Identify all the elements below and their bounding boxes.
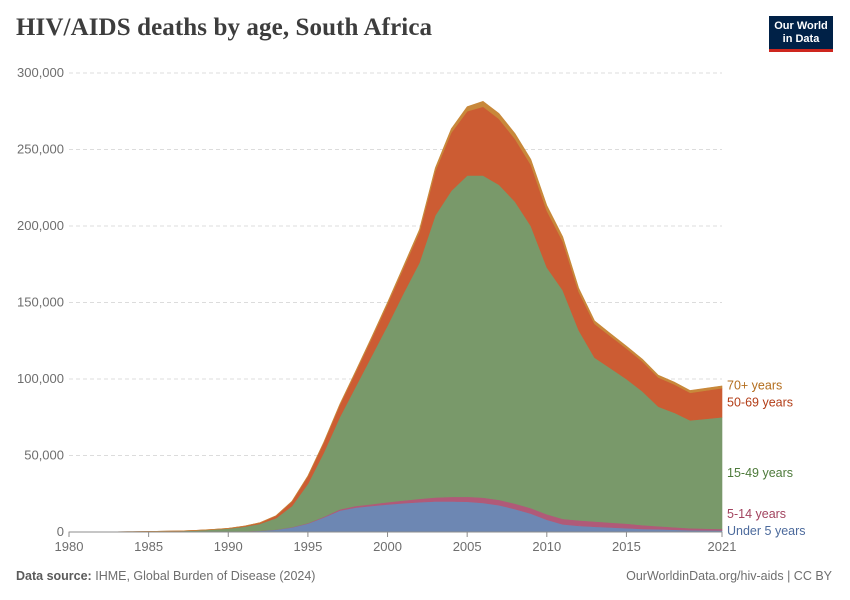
- x-tick-label: 2005: [453, 539, 482, 554]
- series-label-15-49-years: 15-49 years: [727, 466, 793, 480]
- source-label: Data source:: [16, 569, 92, 583]
- logo-line-1: Our World: [774, 20, 828, 32]
- y-tick-label: 50,000: [24, 448, 64, 463]
- owid-logo[interactable]: Our World in Data: [769, 16, 833, 52]
- x-tick-label: 2000: [373, 539, 402, 554]
- footer-credit[interactable]: OurWorldinData.org/hiv-aids | CC BY: [626, 569, 832, 583]
- x-tick-label: 2021: [708, 539, 737, 554]
- x-tick-label: 2015: [612, 539, 641, 554]
- y-tick-label: 300,000: [17, 65, 64, 80]
- logo-line-2: in Data: [782, 33, 820, 45]
- footer-source: Data source: IHME, Global Burden of Dise…: [16, 569, 315, 583]
- y-tick-label: 0: [57, 524, 64, 539]
- x-tick-label: 2010: [532, 539, 561, 554]
- x-tick-label: 1985: [134, 539, 163, 554]
- x-tick-label: 1995: [293, 539, 322, 554]
- y-tick-label: 250,000: [17, 142, 64, 157]
- y-tick-label: 150,000: [17, 295, 64, 310]
- source-text: IHME, Global Burden of Disease (2024): [95, 569, 316, 583]
- series-label-5-14-years: 5-14 years: [727, 507, 786, 521]
- x-tick-label: 1990: [214, 539, 243, 554]
- series-label-50-69-years: 50-69 years: [727, 396, 793, 410]
- y-tick-label: 200,000: [17, 218, 64, 233]
- series-label-70-years: 70+ years: [727, 379, 782, 393]
- y-tick-label: 100,000: [17, 371, 64, 386]
- series-label-under-5-years: Under 5 years: [727, 524, 806, 538]
- x-tick-label: 1980: [55, 539, 84, 554]
- area-70-years: [68, 101, 723, 533]
- chart-title: HIV/AIDS deaths by age, South Africa: [16, 14, 433, 41]
